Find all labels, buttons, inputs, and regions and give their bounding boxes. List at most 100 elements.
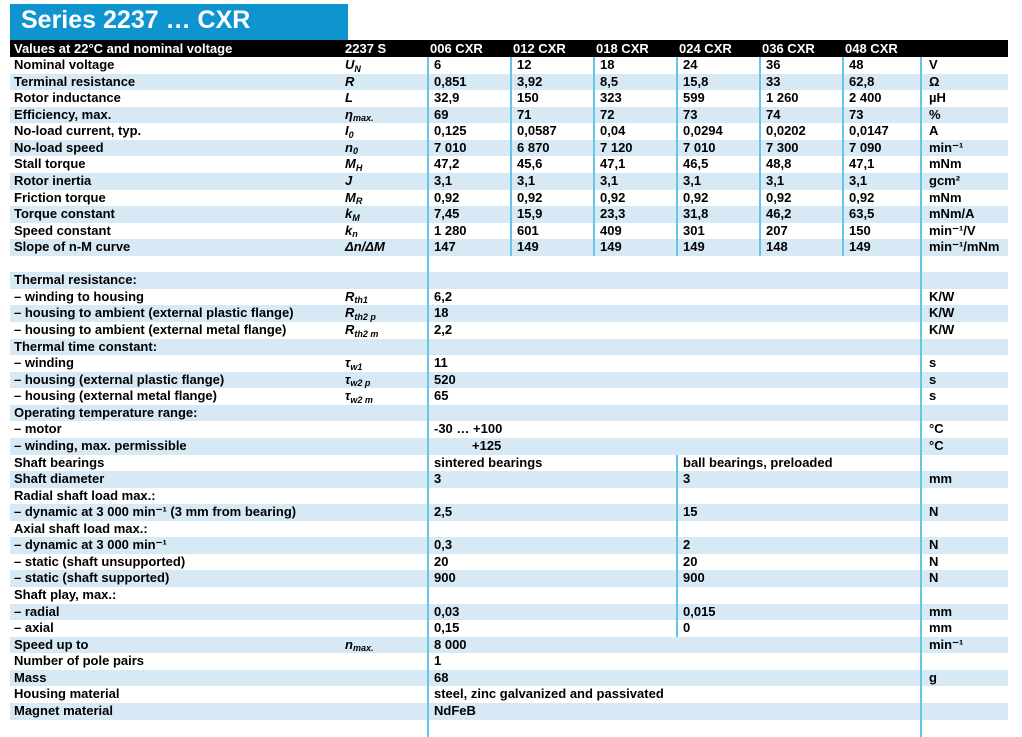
row-symbol: UN [345,57,361,75]
column-header: 006 CXR [430,41,483,56]
value-cell: 0,851 [427,73,510,91]
unit-cell: min⁻¹ [920,636,1008,654]
value-cell: 7 010 [676,139,759,157]
value-cell: 15,9 [510,206,593,223]
table-row: – winding, max. permissible +125 °C [10,437,1008,455]
row-label: – winding, max. permissible [14,437,187,453]
table-row: – housing to ambient (external plastic f… [10,305,1008,322]
row-symbol: Δn/ΔM [345,239,385,256]
value-cell: 0,92 [676,189,759,207]
value-cell: 3,1 [676,172,759,190]
table-row: Radial shaft load max.: [10,487,1008,505]
value-cell: 0,92 [759,189,842,207]
value-cell [427,272,920,289]
unit-cell [920,404,1008,422]
row-label: – static (shaft supported) [14,570,170,586]
table-row: – motor -30 … +100 °C [10,421,1008,438]
table-row: Efficiency, max. ηmax. 69 71 72 73 74 73% [10,106,1008,124]
symbol-base: I [345,123,349,139]
table-row: Stall torque MH 47,2 45,6 47,1 46,5 48,8 47,1 mN… [10,156,1008,173]
symbol-base: L [345,90,353,106]
value-cell: 599 [676,90,759,107]
value-cell: 0,92 [510,189,593,207]
value-cell: 36 [759,57,842,74]
symbol-base: τ [345,371,351,387]
series-title-bar: Series 2237 … CXR [10,4,348,40]
value-cell: 149 [593,239,676,256]
unit-cell [920,587,1008,604]
symbol-subscript: N [354,63,361,74]
row-label: – housing to ambient (external plastic f… [14,305,294,321]
row-label: No-load current, typ. [14,123,142,139]
table-row: Rotor inductance L 32,9 150 323 599 1 260 2 400… [10,90,1008,107]
value-cell: 8,5 [593,73,676,91]
value-cell: 0,92 [427,189,510,207]
value-cell: 47,2 [427,156,510,173]
value-cell: 68 [427,669,920,687]
table-row: Torque constant kM 7,45 15,9 23,3 31,8 46,2 63,… [10,206,1008,223]
table-row: Number of pole pairs 1 [10,653,1008,670]
value-cell: 47,1 [842,156,920,173]
table-row: – dynamic at 3 000 min⁻¹ 0,3 2 N [10,537,1008,554]
symbol-base: M [345,189,356,205]
row-symbol: kn [345,223,358,241]
page-title: Series 2237 … CXR [21,6,251,34]
unit-cell: N [920,537,1008,554]
table-row: Axial shaft load max.: [10,520,1008,538]
row-label: Thermal resistance: [14,272,137,288]
symbol-base: τ [345,388,351,404]
value-cell: 0,125 [427,123,510,140]
table-body: Nominal voltage UN 6 12 18 24 36 48 V Terminal re… [10,57,1008,720]
value-cell: 0,15 [427,620,676,637]
unit-cell [920,272,1008,289]
value-cell [427,404,920,422]
value-cell [676,587,920,604]
value-cell: 20 [427,553,676,571]
symbol-base: n [345,636,353,652]
value-cell: 2,5 [427,504,676,521]
symbol-base: k [345,222,353,238]
row-symbol: Rth1 [345,289,368,307]
unit-cell [920,454,1008,472]
table-row: Speed constant kn 1 280 601 409 301 207 150 min⁻… [10,222,1008,241]
value-cell: 62,8 [842,73,920,91]
column-header: 018 CXR [596,41,649,56]
tail-divider-unit [920,720,1008,737]
tail-divider-left [427,720,920,737]
symbol-subscript: max. [352,113,374,124]
table-row: Shaft bearings sintered bearings ball bear… [10,454,1008,472]
row-symbol: I0 [345,123,354,141]
table-row: – axial 0,15 0 mm [10,620,1008,637]
row-symbol: nmax. [345,637,373,655]
table-header-row: Values at 22°C and nominal voltage 2237 … [10,40,1008,57]
value-cell: 1 280 [427,222,510,240]
value-cell: 0,3 [427,537,676,554]
row-label: Rotor inertia [14,172,92,188]
header-caption: Values at 22°C and nominal voltage [14,41,233,56]
value-cell: 147 [427,239,510,256]
header-series-label: 2237 S [345,41,387,56]
unit-cell: min⁻¹/mNm [920,239,1008,256]
table-row: Friction torque MR 0,92 0,92 0,92 0,92 0,92 0,9… [10,189,1008,207]
table-row: – radial 0,03 0,015 mm [10,603,1008,621]
row-label: – housing to ambient (external metal fla… [14,322,287,337]
value-cell: 3,1 [510,172,593,190]
value-cell: 0,92 [842,189,920,207]
symbol-base: R [345,305,355,321]
symbol-subscript: 0 [352,146,358,157]
unit-cell: °C [920,437,1008,455]
value-cell: 149 [510,239,593,256]
row-label: Radial shaft load max.: [14,487,156,503]
value-cell: 1 [427,653,920,670]
value-cell: 148 [759,239,842,256]
table-row: Housing material steel, zinc galvanized a… [10,686,1008,703]
value-cell [427,487,676,505]
symbol-subscript: n [352,229,358,240]
value-cell: 0,92 [593,189,676,207]
unit-cell [920,653,1008,670]
row-label: Stall torque [14,156,86,172]
row-label: – dynamic at 3 000 min⁻¹ [14,537,167,553]
unit-cell: N [920,553,1008,571]
unit-cell: mNm/A [920,206,1008,223]
value-cell: 3,1 [842,172,920,190]
